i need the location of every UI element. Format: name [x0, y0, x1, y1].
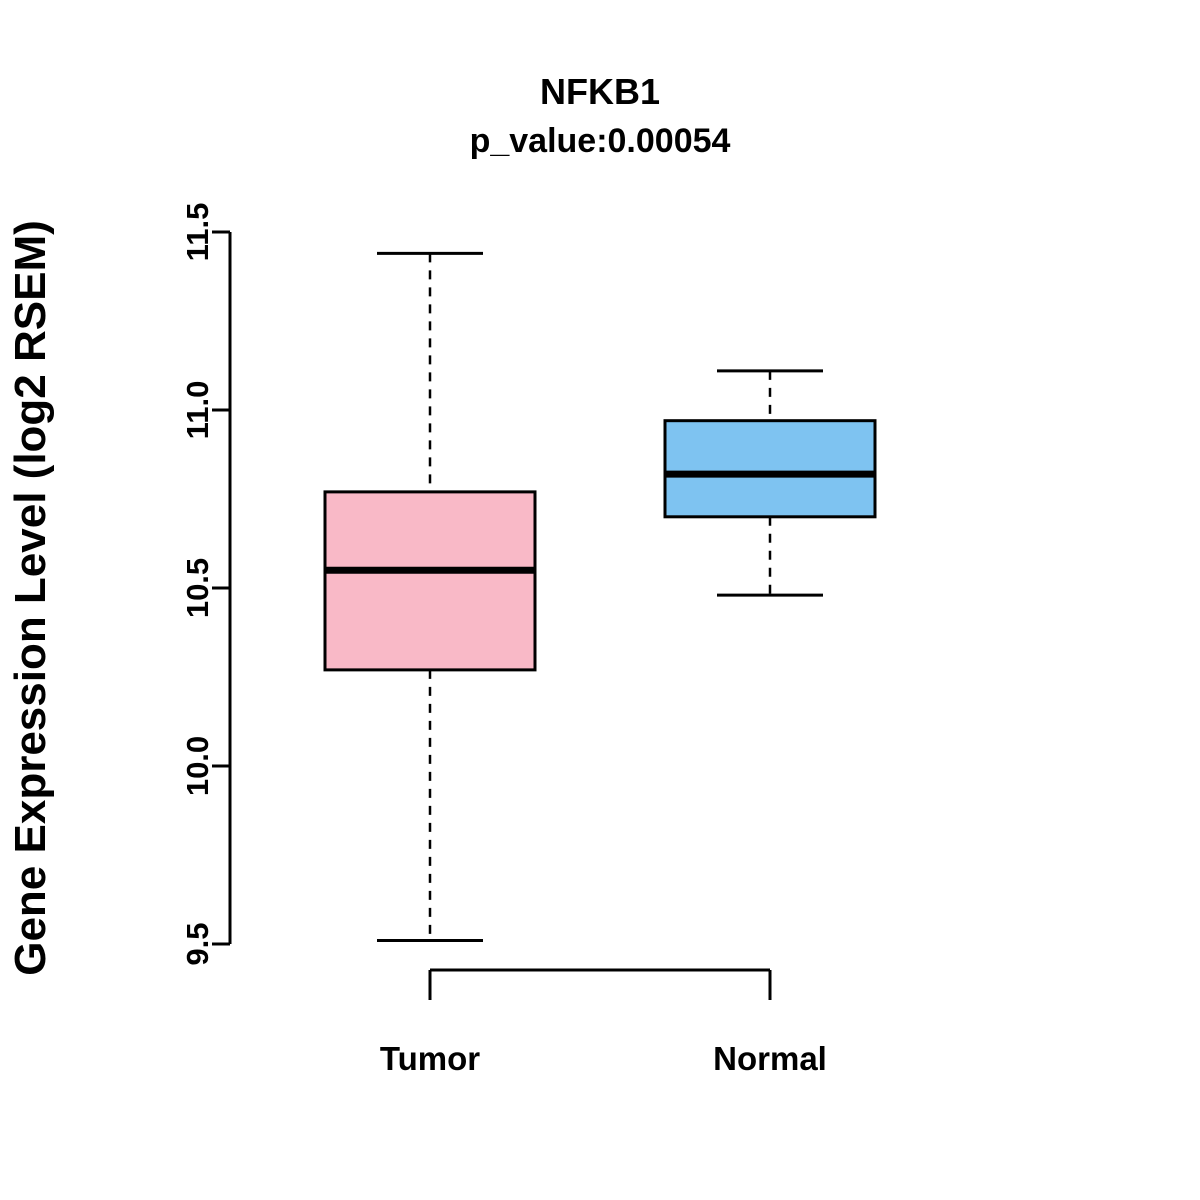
chart-title: NFKB1 [540, 71, 660, 112]
category-label-tumor: Tumor [380, 1040, 480, 1077]
box-tumor [323, 251, 537, 942]
category-label-normal: Normal [713, 1040, 827, 1077]
y-axis-label: Gene Expression Level (log2 RSEM) [6, 220, 55, 976]
y-axis-tick-label: 11.5 [180, 203, 215, 262]
y-axis-tick-label: 10.0 [180, 736, 215, 796]
y-axis: 9.5 10.0 10.5 11.0 11.5 [180, 203, 232, 966]
chart-subtitle: p_value:0.00054 [470, 122, 731, 160]
y-axis-tick-label: 10.5 [180, 558, 215, 618]
iqr-box [323, 490, 537, 672]
box-normal [663, 369, 877, 597]
box-group [323, 251, 877, 942]
x-axis [428, 968, 772, 1000]
iqr-box [663, 419, 877, 519]
y-axis-tick-label: 9.5 [180, 922, 215, 965]
y-axis-tick-label: 11.0 [180, 381, 215, 440]
